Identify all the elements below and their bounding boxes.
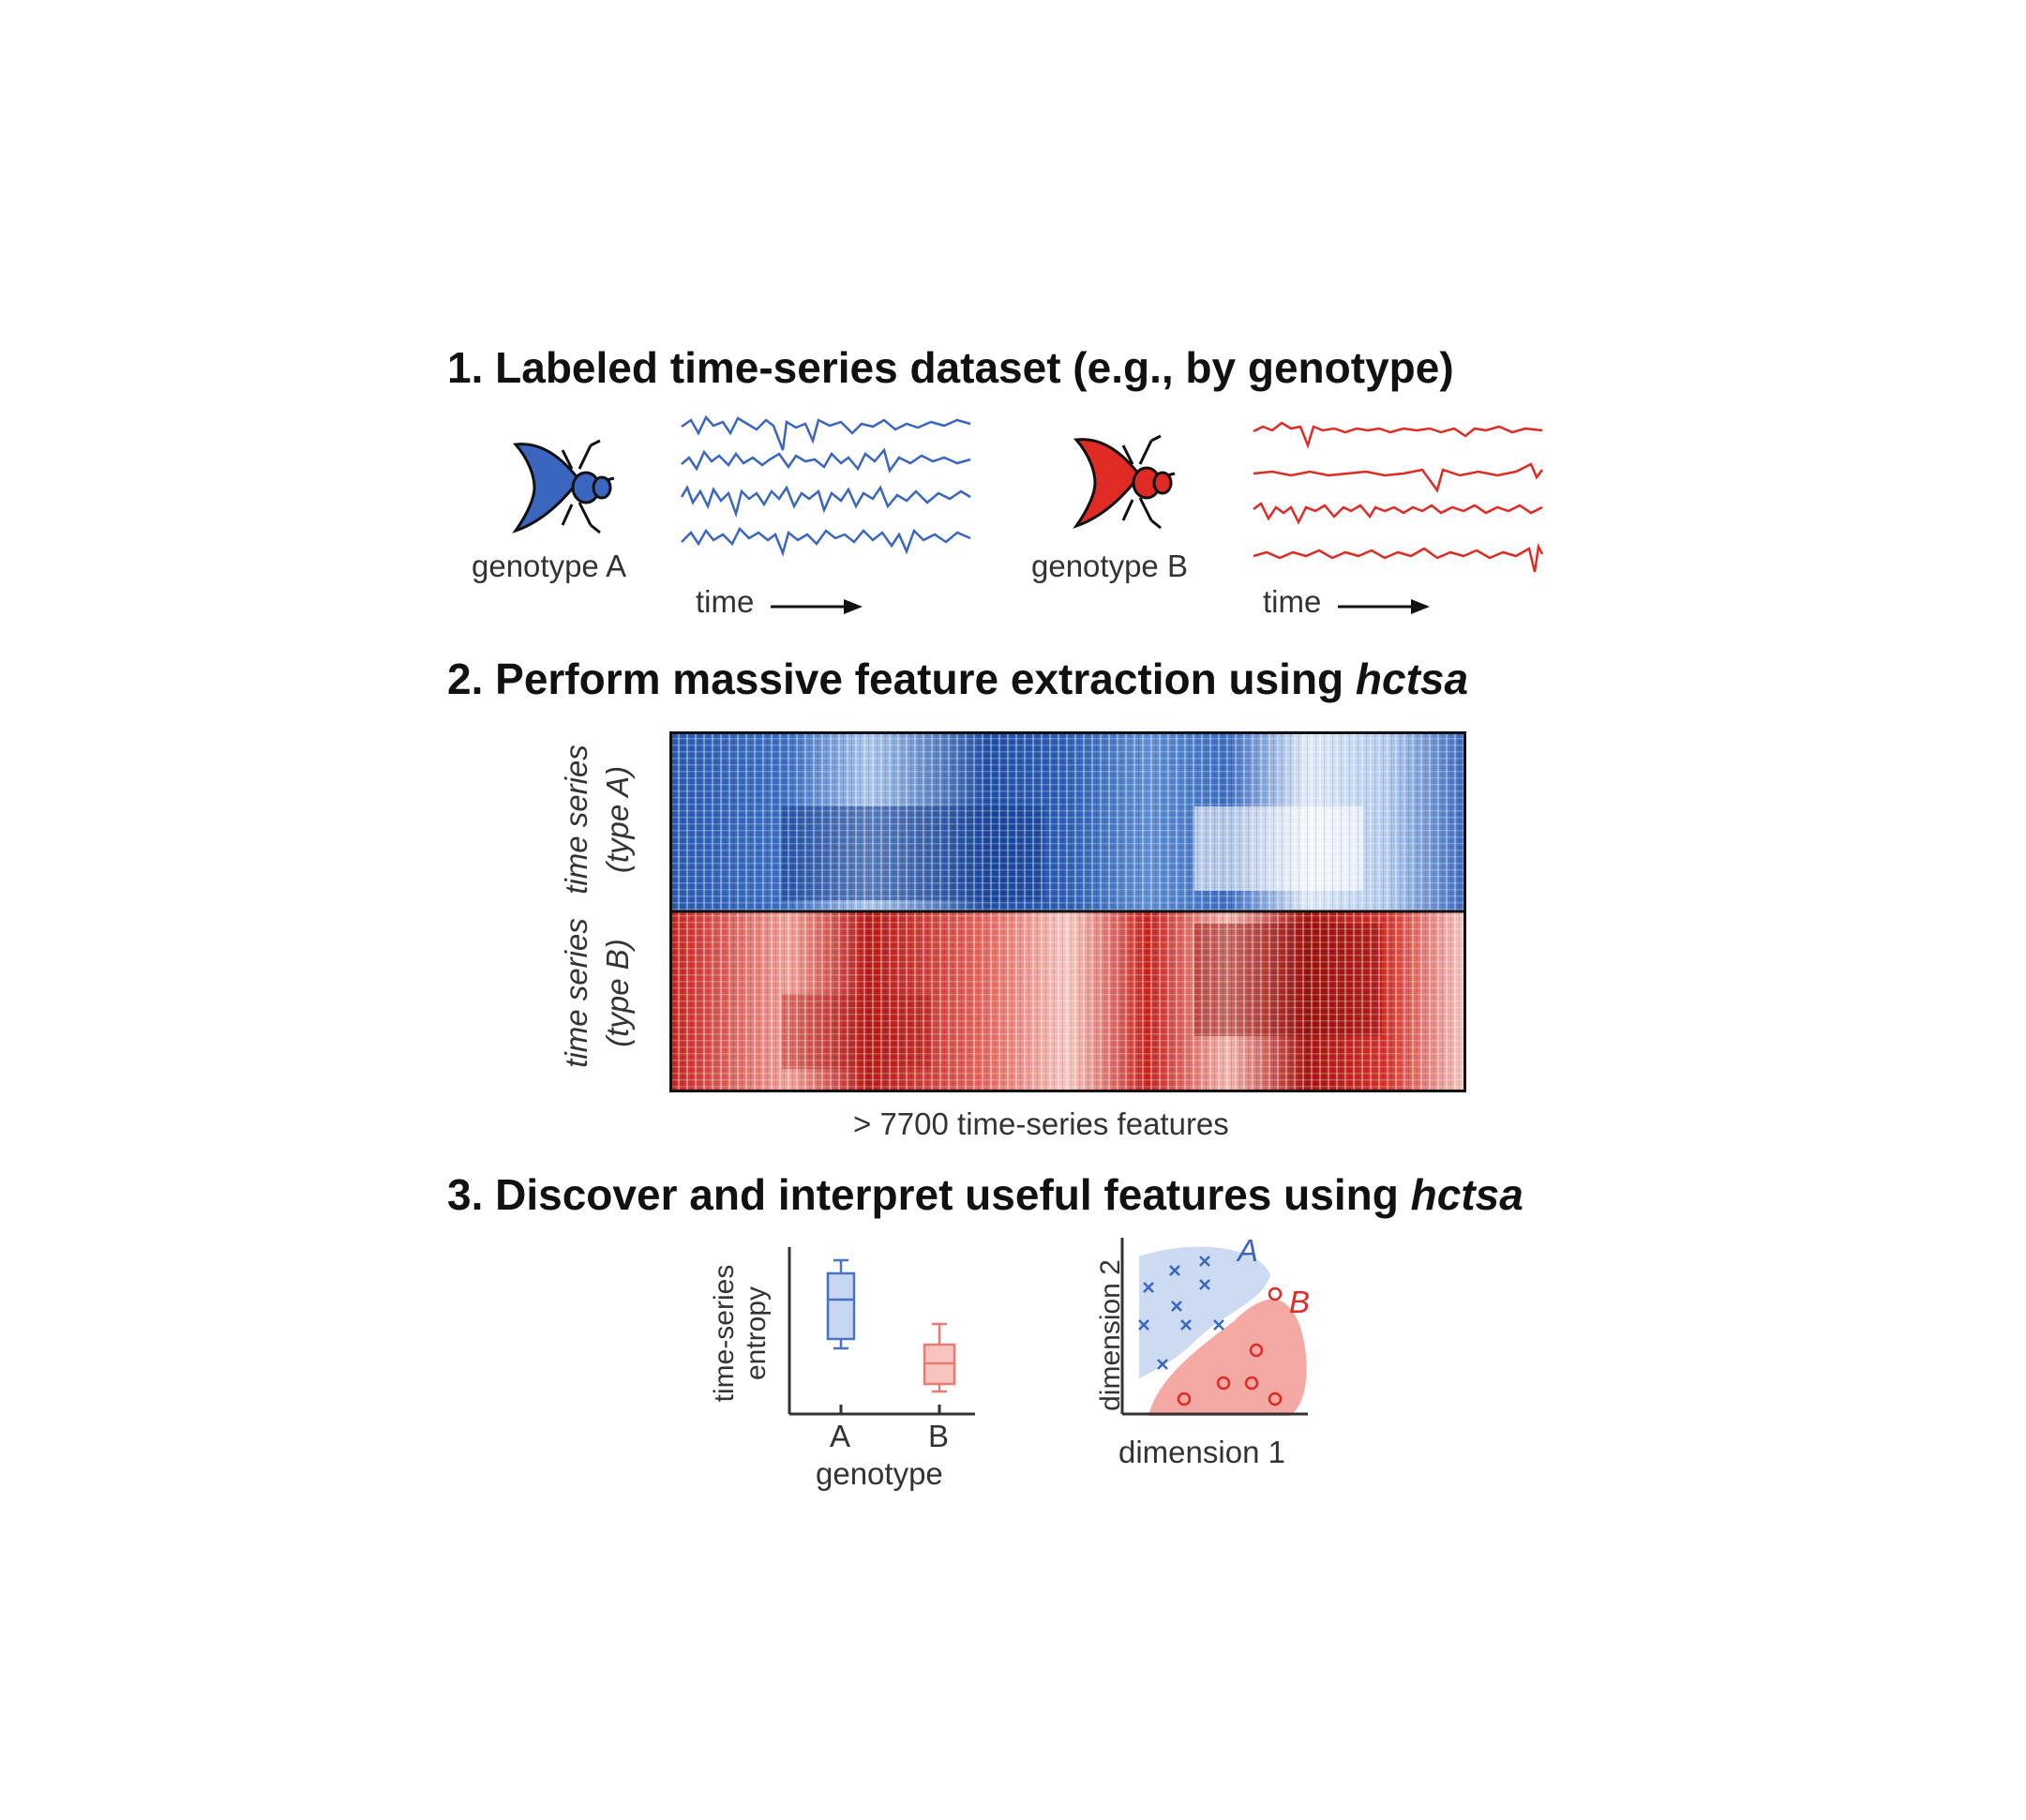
time-arrow-b-icon — [1338, 599, 1430, 614]
scatter-xlabel: dimension 1 — [1118, 1435, 1285, 1469]
boxplot-category-b: B — [928, 1419, 950, 1453]
row-label-type-b: time series (type B) — [556, 899, 638, 1087]
step3-title-text: 3. Discover and interpret useful feature… — [447, 1170, 1411, 1219]
points-b — [1177, 1286, 1283, 1406]
boxplot-category-a: A — [830, 1419, 851, 1453]
step1-title: 1. Labeled time-series dataset (e.g., by… — [447, 343, 1454, 392]
heatmap-x-caption: > 7700 time-series features — [853, 1106, 1229, 1141]
step3-title: 3. Discover and interpret useful feature… — [447, 1169, 1523, 1220]
boxplot-chart — [788, 1247, 975, 1416]
step2-title-text: 2. Perform massive feature extraction us… — [447, 654, 1356, 703]
row-label-b-line2: (type B) — [600, 939, 635, 1047]
step3-title-tool: hctsa — [1410, 1170, 1523, 1219]
scatter-class-b: B — [1289, 1285, 1311, 1319]
boxplot-xlabel: genotype — [816, 1456, 943, 1491]
region-b — [1148, 1299, 1307, 1416]
row-label-a-line1: time series — [559, 745, 593, 895]
step2-title-tool: hctsa — [1355, 654, 1469, 703]
row-label-b-line1: time series — [559, 918, 593, 1068]
time-arrow-a-icon — [771, 599, 863, 614]
boxplot-ylabel-line1: time-series — [709, 1264, 740, 1403]
fly-b-icon — [1073, 434, 1176, 530]
box-b — [923, 1322, 956, 1393]
time-series-traces-b — [1253, 421, 1544, 573]
fly-a-icon — [512, 439, 615, 534]
genotype-b-label: genotype B — [1031, 549, 1188, 583]
points-a — [1138, 1256, 1224, 1370]
time-label-b: time — [1263, 584, 1322, 619]
time-label-a: time — [696, 584, 755, 619]
genotype-a-label: genotype A — [472, 549, 627, 583]
time-series-traces-a — [680, 414, 971, 557]
boxplot-ylabel-line2: entropy — [741, 1286, 772, 1381]
row-label-a-line2: (type A) — [600, 765, 635, 874]
boxplot-ylabel: time-series entropy — [709, 1249, 773, 1418]
step2-title: 2. Perform massive feature extraction us… — [447, 654, 1468, 704]
region-a — [1139, 1246, 1270, 1378]
row-label-type-a: time series (type A) — [556, 726, 638, 913]
scatter-class-a: A — [1238, 1233, 1259, 1268]
scatter-chart — [1120, 1238, 1308, 1416]
box-a — [826, 1258, 856, 1350]
feature-matrix-heatmap — [669, 731, 1466, 1092]
